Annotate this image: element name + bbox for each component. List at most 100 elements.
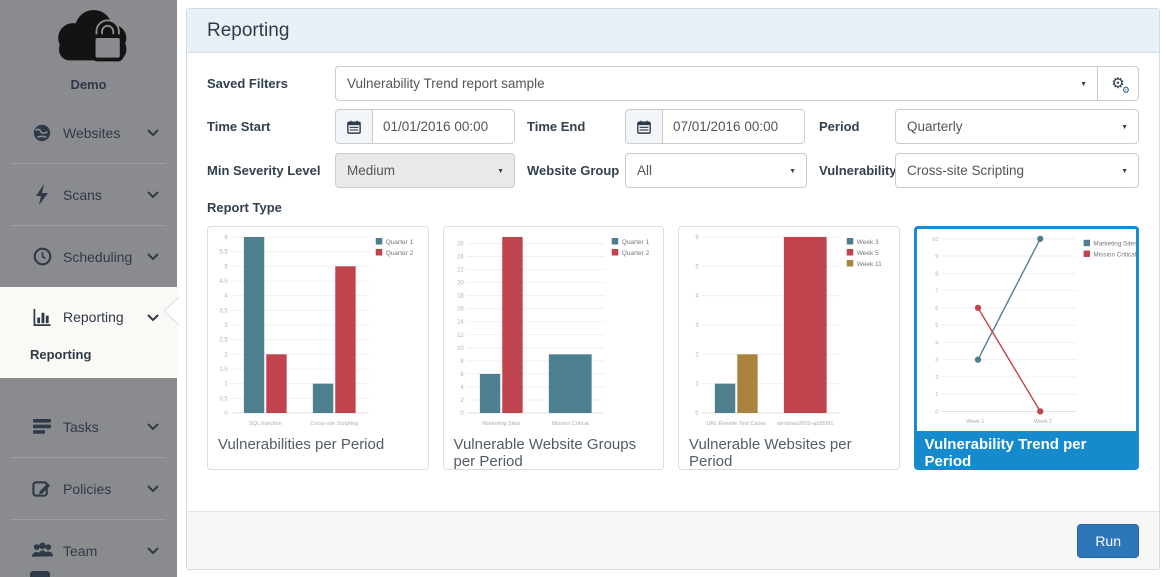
report-card-websites-per-period[interactable]: 0 1 2 3 4 5 6 URL Rewrite Test Cases windows2003… (678, 226, 900, 470)
svg-text:0: 0 (460, 411, 464, 417)
chevron-down-icon (147, 191, 159, 198)
edit-document-icon (30, 479, 54, 498)
calendar-icon[interactable] (335, 109, 372, 144)
time-row: Time Start Time End Period Quarterly (207, 109, 1139, 144)
min-severity-select[interactable]: Medium (335, 153, 515, 188)
svg-text:0: 0 (224, 411, 228, 417)
svg-text:2: 2 (695, 352, 699, 358)
active-item-notch (165, 298, 179, 324)
svg-text:5: 5 (935, 323, 939, 329)
vulnerability-select[interactable]: Cross-site Scripting (895, 153, 1139, 188)
calendar-icon[interactable] (625, 109, 662, 144)
svg-text:Mission Critical: Mission Critical (551, 421, 588, 427)
svg-text:4.5: 4.5 (219, 279, 228, 285)
sidebar-item-reporting[interactable]: Reporting (0, 287, 177, 347)
website-group-value: All (637, 163, 653, 178)
sidebar-item-label: Scans (63, 186, 102, 203)
svg-text:Quarter 1: Quarter 1 (386, 239, 414, 246)
chevron-down-icon (147, 253, 159, 260)
period-select[interactable]: Quarterly (895, 109, 1139, 144)
chevron-down-icon (147, 423, 159, 430)
time-start-input[interactable] (372, 109, 515, 144)
divider (11, 457, 166, 458)
report-card-vulnerabilities-per-period[interactable]: 0 0.5 1 1.5 2 2.5 3 3.5 4 4.5 5 5.5 6 SQL Injection Cr… (207, 226, 429, 470)
sidebar-item-tasks[interactable]: Tasks (0, 396, 177, 457)
globe-icon (30, 123, 54, 143)
svg-text:3: 3 (695, 323, 699, 329)
line-chart-thumbnail: 0 1 2 3 4 5 6 7 8 9 10 Week 1 Week 2 Marketing Sites M… (917, 229, 1136, 431)
svg-text:6: 6 (935, 306, 939, 312)
svg-text:20: 20 (457, 281, 464, 287)
chart-title: Vulnerability Trend per Period (916, 431, 1136, 467)
svg-text:8: 8 (935, 271, 939, 277)
svg-text:8: 8 (460, 359, 464, 365)
panel-header: Reporting (187, 9, 1159, 53)
svg-text:0: 0 (695, 411, 699, 417)
svg-text:9: 9 (935, 254, 938, 260)
svg-text:1: 1 (695, 382, 699, 388)
sidebar-item-label: Tasks (63, 418, 99, 435)
chart-title: Vulnerable Websites per Period (689, 436, 852, 470)
saved-filters-label: Saved Filters (207, 76, 288, 91)
gear-icon: ⚙ (1111, 75, 1125, 92)
svg-text:2: 2 (224, 352, 228, 358)
time-end-input[interactable] (662, 109, 805, 144)
svg-text:5: 5 (224, 264, 228, 270)
small-gear-icon: ⚙ (1121, 85, 1130, 95)
svg-text:Marketing Sites: Marketing Sites (1093, 240, 1136, 247)
min-severity-value: Medium (347, 163, 396, 178)
svg-text:10: 10 (457, 346, 464, 352)
run-button[interactable]: Run (1077, 523, 1139, 558)
svg-text:1: 1 (935, 392, 938, 398)
svg-text:2: 2 (935, 375, 938, 381)
svg-text:Week 3: Week 3 (857, 239, 879, 246)
filter-settings-button[interactable]: ⚙ ⚙ (1098, 66, 1139, 101)
svg-text:0.5: 0.5 (219, 396, 228, 402)
svg-text:1: 1 (224, 382, 228, 388)
svg-text:18: 18 (457, 294, 464, 300)
svg-text:Cross-site Scripting: Cross-site Scripting (310, 421, 358, 427)
svg-text:14: 14 (457, 320, 464, 326)
svg-text:16: 16 (457, 307, 464, 313)
sidebar-item-label: Websites (63, 124, 121, 141)
report-type-label: Report Type (207, 200, 282, 215)
saved-filters-select[interactable]: Vulnerability Trend report sample (335, 66, 1098, 101)
sidebar-item-team[interactable]: Team (0, 520, 177, 577)
panel-footer: Run (187, 511, 1159, 569)
svg-text:2: 2 (460, 398, 464, 404)
bar-chart-icon (30, 308, 54, 327)
page-title: Reporting (207, 19, 290, 41)
svg-text:26: 26 (457, 242, 464, 248)
time-start-label: Time Start (207, 119, 271, 134)
svg-text:URL Rewrite Test Cases: URL Rewrite Test Cases (706, 421, 766, 427)
sidebar-item-policies[interactable]: Policies (0, 458, 177, 519)
svg-text:1.5: 1.5 (219, 367, 228, 373)
report-card-trend-per-period[interactable]: 0 1 2 3 4 5 6 7 8 9 10 Week 1 Week 2 Marketing Sites M… (913, 226, 1139, 470)
period-value: Quarterly (907, 119, 963, 134)
report-card-website-groups-per-period[interactable]: 0 2 4 6 8 10 12 14 16 18 20 22 24 26 Marketing Sites Mi… (442, 226, 664, 470)
sidebar-active-section: Reporting Reporting (0, 287, 177, 378)
svg-text:Quarter 2: Quarter 2 (386, 250, 414, 257)
sidebar-subitem-reporting[interactable]: Reporting (30, 347, 92, 362)
sidebar-item-label: Policies (63, 480, 112, 497)
sidebar-item-scans[interactable]: Scans (0, 164, 177, 225)
svg-text:Mission Critical: Mission Critical (1093, 251, 1136, 258)
svg-text:5.5: 5.5 (219, 250, 228, 256)
svg-text:Quarter 1: Quarter 1 (621, 239, 649, 246)
sidebar-item-websites[interactable]: Websites (0, 102, 177, 163)
chart-title: Vulnerabilities per Period (218, 436, 385, 453)
saved-filters-row: Saved Filters Vulnerability Trend report… (207, 66, 1139, 101)
website-group-select[interactable]: All (625, 153, 807, 188)
team-icon (30, 542, 54, 559)
bar-chart-thumbnail: 0 1 2 3 4 5 6 URL Rewrite Test Cases windows2003… (679, 227, 899, 433)
svg-text:4: 4 (935, 340, 939, 346)
bar-chart-thumbnail: 0 2 4 6 8 10 12 14 16 18 20 22 24 26 Marketing Sites Mi… (444, 227, 664, 433)
svg-text:0: 0 (935, 409, 939, 415)
svg-text:Quarter 2: Quarter 2 (621, 250, 649, 257)
svg-text:3: 3 (935, 358, 939, 364)
svg-text:Marketing Sites: Marketing Sites (482, 421, 520, 427)
clock-icon (30, 247, 54, 266)
sidebar-item-scheduling[interactable]: Scheduling (0, 226, 177, 287)
saved-filters-value: Vulnerability Trend report sample (347, 76, 545, 91)
